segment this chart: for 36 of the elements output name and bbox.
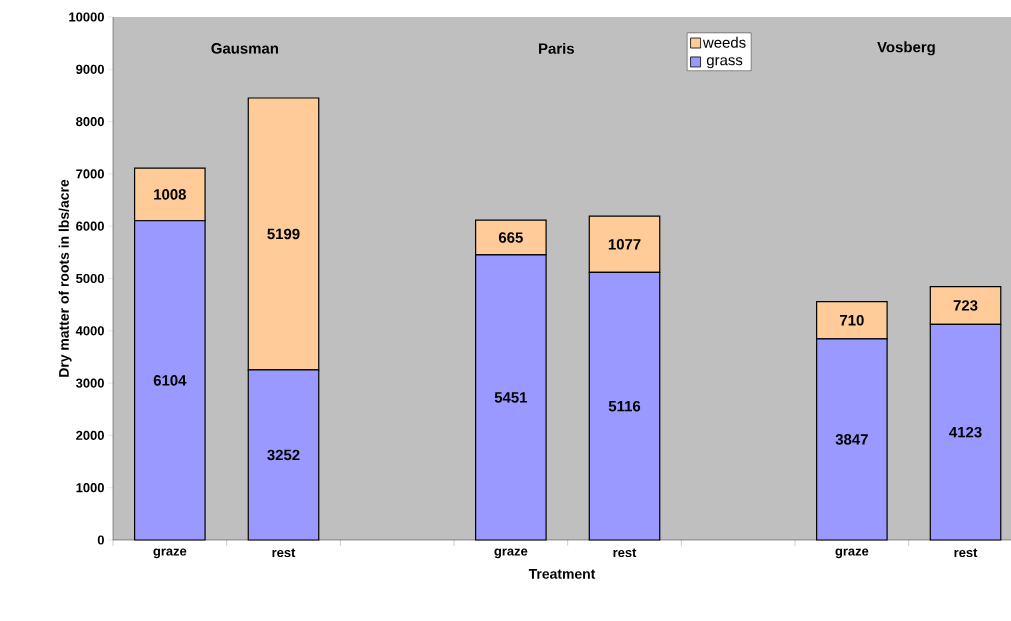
y-tick-label: 10000 <box>69 12 104 22</box>
x-tick-label: graze <box>153 548 187 559</box>
y-tick-label: 8000 <box>76 117 104 127</box>
data-label: 1077 <box>608 238 641 250</box>
data-label: 6104 <box>153 375 187 386</box>
data-label: 3252 <box>267 449 300 461</box>
legend-label: weeds <box>702 36 746 48</box>
x-tick-label: graze <box>494 548 528 559</box>
x-tick-label: rest <box>954 548 978 558</box>
y-tick-label: 5000 <box>76 273 104 284</box>
y-tick-label: 4000 <box>75 326 104 336</box>
x-tick-label: rest <box>272 548 296 558</box>
y-tick-label: 6000 <box>76 221 104 231</box>
data-label: 5116 <box>608 400 641 412</box>
annotation: Vosberg <box>877 41 935 56</box>
y-tick-label: 7000 <box>76 169 104 179</box>
y-tick-label: 1000 <box>76 483 104 493</box>
y-tick-label: 0 <box>97 535 104 545</box>
legend-label: grass <box>706 57 743 69</box>
data-label: 3847 <box>835 434 868 445</box>
x-tick-label: rest <box>613 548 637 558</box>
data-label: 665 <box>498 232 523 243</box>
y-axis-title: Dry matter of roots in lbs/acre <box>58 179 72 377</box>
data-label: 710 <box>840 314 864 326</box>
x-axis-title: Treatment <box>528 569 596 579</box>
data-label: 4123 <box>949 426 982 438</box>
data-label: 5199 <box>267 228 300 240</box>
annotation: Gausman <box>211 43 278 54</box>
data-label: 1008 <box>154 189 186 200</box>
data-label: 5451 <box>494 392 528 403</box>
data-label: 723 <box>953 300 978 311</box>
y-tick-label: 2000 <box>76 430 104 440</box>
y-tick-label: 9000 <box>76 64 104 74</box>
y-tick-label: 3000 <box>75 378 104 388</box>
annotation: Paris <box>539 42 574 54</box>
x-tick-label: graze <box>835 548 869 559</box>
